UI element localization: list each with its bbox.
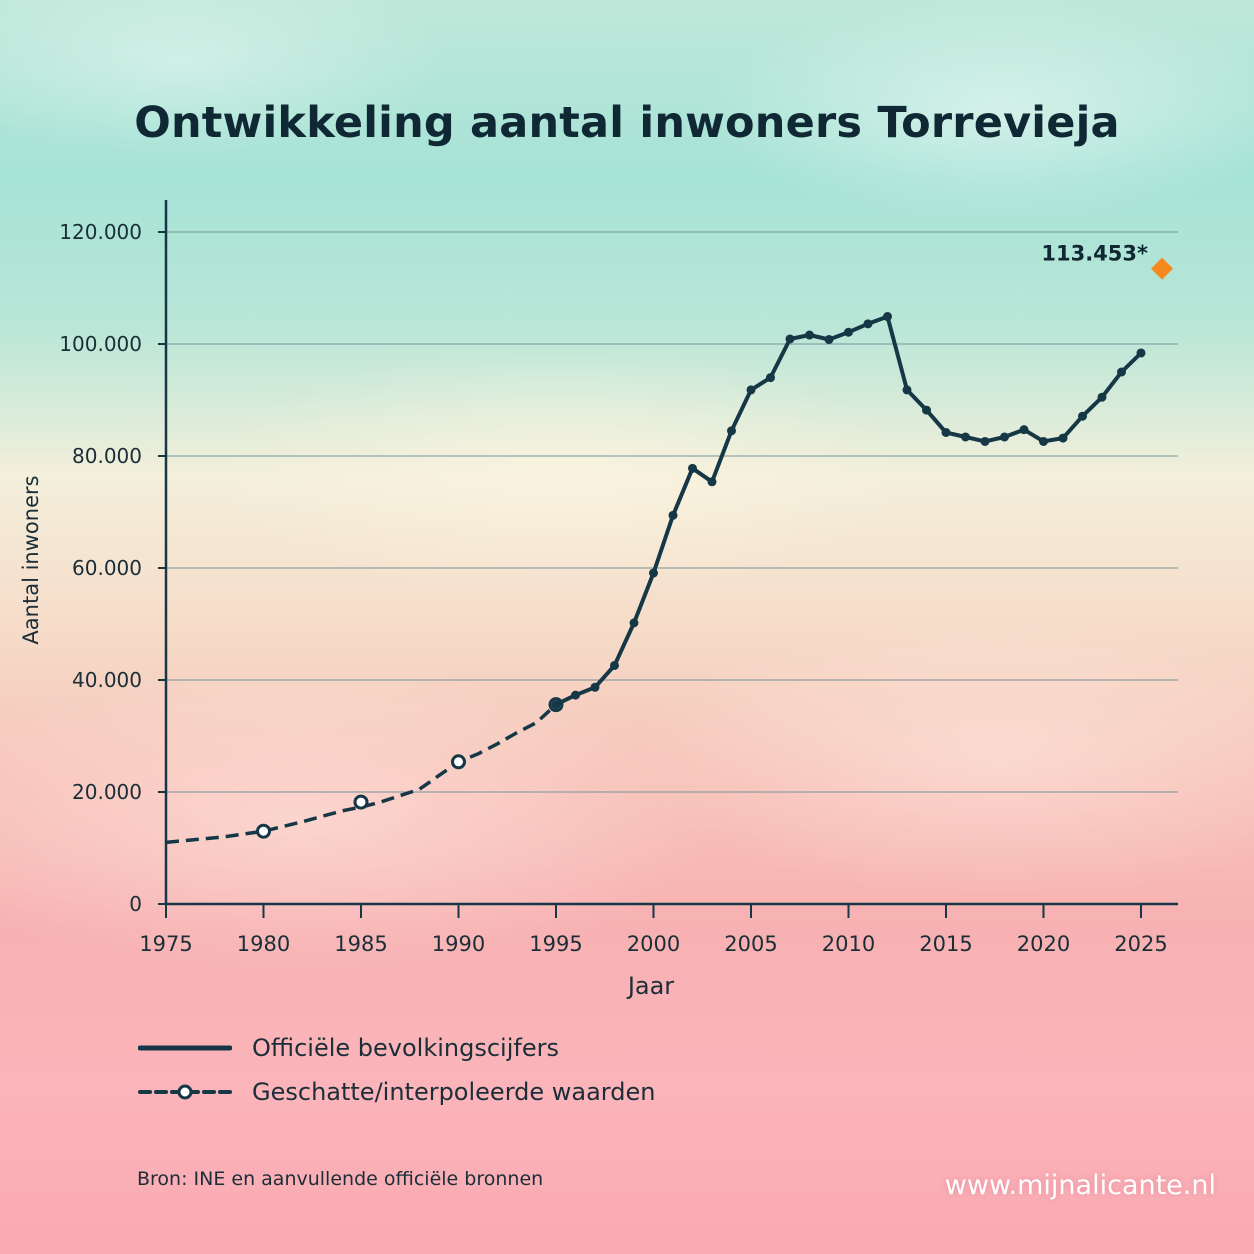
grid-lines [166,231,1178,793]
official-point [1097,392,1107,402]
official-point [844,327,853,337]
official-point [941,427,951,437]
official-point [1136,348,1146,358]
legend-item-estimated: Geschatte/interpoleerde waarden [138,1070,655,1114]
official-point [961,432,970,442]
x-tick-label: 1985 [334,932,387,956]
official-point [1019,425,1029,435]
official-point [707,477,717,487]
official-point [1039,436,1048,446]
x-tick-label: 1975 [139,932,192,956]
official-point [883,312,892,322]
x-tick-labels: 1975 1980 1985 1990 1995 2000 2005 2010 2015 2020… [139,932,1167,956]
x-tick-label: 1995 [529,932,582,956]
official-point [571,690,580,700]
y-tick-label: 0 [129,892,142,916]
axes [158,200,1178,918]
official-series-line [555,314,1143,707]
estimated-point [353,794,369,810]
estimated-point [256,823,271,839]
official-point [688,463,697,473]
x-axis-label: Jaar [626,972,674,1000]
legend-label-estimated: Geschatte/interpoleerde waarden [252,1078,656,1106]
y-tick-label: 120.000 [59,220,142,244]
x-tick-label: 2020 [1017,932,1070,956]
y-tick-label: 40.000 [72,668,142,692]
dashed-line-swatch [138,1084,232,1100]
data-series [165,312,1146,845]
official-point [1000,432,1009,442]
y-tick-label: 20.000 [72,780,142,804]
official-point [922,405,931,415]
annotations: 113.453* [1041,242,1173,280]
official-point [668,510,678,520]
legend: Officiële bevolkingscijfers Geschatte/in… [138,1026,655,1114]
official-point [590,682,600,692]
x-tick-label: 1980 [237,932,290,956]
x-tick-label: 2025 [1114,932,1167,956]
y-tick-labels: 0 20.000 40.000 60.000 80.000 100.000 120.000 [59,220,142,916]
official-point [727,426,736,436]
x-tick-label: 2000 [627,932,680,956]
y-axis-label: Aantal inwoners [19,475,43,644]
estimated-point [451,754,466,770]
official-point [824,335,834,345]
projection-label: 113.453* [1041,242,1148,266]
solid-line-swatch [138,1045,232,1051]
source-note: Bron: INE en aanvullende officiële bronn… [137,1168,544,1190]
official-point [902,385,912,395]
x-tick-label: 2010 [822,932,875,956]
y-tick-label: 100.000 [59,332,142,356]
website-link[interactable]: www.mijnalicante.nl [944,1170,1216,1201]
y-tick-label: 80.000 [72,444,142,468]
x-tick-label: 1990 [432,932,485,956]
x-tick-label: 2015 [919,932,972,956]
official-point [1078,411,1087,421]
official-point [863,319,873,329]
official-point [551,700,561,710]
legend-label-official: Officiële bevolkingscijfers [252,1034,559,1062]
official-point [649,568,658,578]
official-point [785,334,795,344]
official-point [1058,433,1068,443]
official-point [610,660,619,670]
estimated-series-line [165,703,558,845]
official-point [766,373,775,383]
official-point [746,385,756,395]
official-point [980,436,990,446]
x-tick-label: 2005 [724,932,777,956]
legend-item-official: Officiële bevolkingscijfers [138,1026,655,1070]
projection-marker [1151,257,1173,280]
y-tick-label: 60.000 [72,556,142,580]
chart-title: Ontwikkeling aantal inwoners Torrevieja [134,98,1120,148]
official-point [1117,367,1126,377]
official-point [629,618,639,628]
official-point [805,330,814,340]
